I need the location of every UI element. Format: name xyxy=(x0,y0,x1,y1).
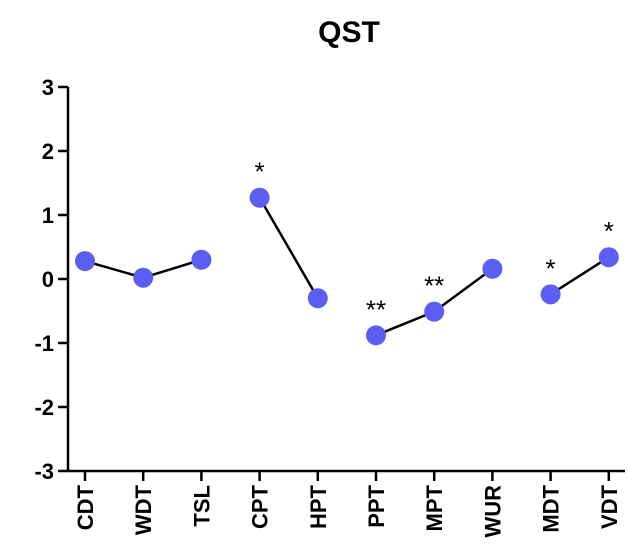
y-tick-label: 1 xyxy=(42,203,54,228)
data-point xyxy=(75,251,95,272)
data-point xyxy=(133,267,154,288)
significance-label: * xyxy=(546,253,556,283)
data-point xyxy=(307,288,328,309)
x-tick-label: MPT xyxy=(422,484,447,531)
data-point xyxy=(540,284,561,305)
x-tick-label: MDT xyxy=(539,484,564,532)
data-point xyxy=(191,249,212,270)
x-tick-label: WUR xyxy=(480,485,505,538)
series-segment xyxy=(258,197,319,299)
series-segment xyxy=(142,258,202,279)
axes-layer xyxy=(58,85,625,481)
y-tick-label: -1 xyxy=(34,331,54,356)
series-segment xyxy=(375,310,435,337)
series-segment xyxy=(433,267,494,313)
y-tick-label: -2 xyxy=(34,395,54,420)
chart-title: QST xyxy=(318,16,380,49)
x-tick-label: HPT xyxy=(306,484,331,529)
x-tick-label: CDT xyxy=(73,484,98,530)
x-tick-label: WDT xyxy=(131,484,156,535)
labels-layer: 3 2 1 0 -1 -2 -3 CDT WDT TSL CPT HPT PPT MPT WUR MDT VDT… xyxy=(34,75,621,538)
series-segment xyxy=(549,256,610,296)
significance-label: ** xyxy=(424,271,444,301)
x-tick-label: VDT xyxy=(597,484,622,529)
data-point xyxy=(424,301,445,322)
significance-label: * xyxy=(255,157,265,187)
y-tick-label: 0 xyxy=(42,267,54,292)
series-segment xyxy=(84,259,144,279)
x-tick-label: CPT xyxy=(248,484,273,529)
significance-label: * xyxy=(604,216,614,246)
significance-label: ** xyxy=(366,294,386,324)
series-points xyxy=(75,187,619,346)
x-tick-label: TSL xyxy=(189,485,214,527)
y-tick-label: 2 xyxy=(42,139,54,164)
data-point xyxy=(482,258,503,279)
data-point xyxy=(366,325,386,346)
data-point xyxy=(249,187,270,208)
series-lines xyxy=(84,197,610,337)
x-tick-label: PPT xyxy=(364,484,389,527)
y-tick-label: 3 xyxy=(42,75,54,100)
data-point xyxy=(598,247,619,268)
y-tick-label: -3 xyxy=(34,459,54,484)
